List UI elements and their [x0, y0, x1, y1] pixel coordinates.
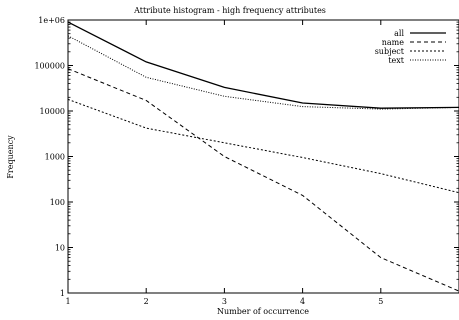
y-tick-label: 1000	[45, 153, 65, 162]
y-tick-label: 1e+06	[38, 16, 65, 25]
x-tick-label: 4	[300, 297, 305, 306]
x-axis-label: Number of occurrence	[217, 307, 309, 316]
series-line-name	[67, 68, 459, 292]
legend-label-subject: subject	[375, 47, 405, 56]
legend-label-all: all	[394, 29, 404, 38]
y-tick-label: 100000	[34, 62, 65, 71]
legend-label-text: text	[388, 56, 404, 65]
x-tick-label: 3	[222, 297, 227, 306]
x-tick-label: 2	[144, 297, 149, 306]
x-axis: 1 2 3 4 5	[65, 20, 383, 306]
series-line-all	[67, 21, 459, 109]
series-line-text	[67, 35, 459, 110]
x-tick-label: 5	[378, 297, 383, 306]
y-tick-label: 10000	[40, 107, 65, 116]
x-tick-label: 1	[65, 297, 70, 306]
series-lines	[67, 21, 459, 292]
y-tick-label: 10	[55, 244, 65, 253]
series-line-subject	[67, 98, 459, 194]
y-tick-label: 1	[60, 289, 65, 298]
legend-label-name: name	[382, 38, 405, 47]
chart-title: Attribute histogram - high frequency att…	[133, 6, 326, 15]
y-axis: 1 10 100 1000 10000 100000 1e+06	[34, 16, 459, 298]
y-axis-label: Frequency	[6, 135, 15, 179]
y-tick-label: 100	[50, 198, 65, 207]
